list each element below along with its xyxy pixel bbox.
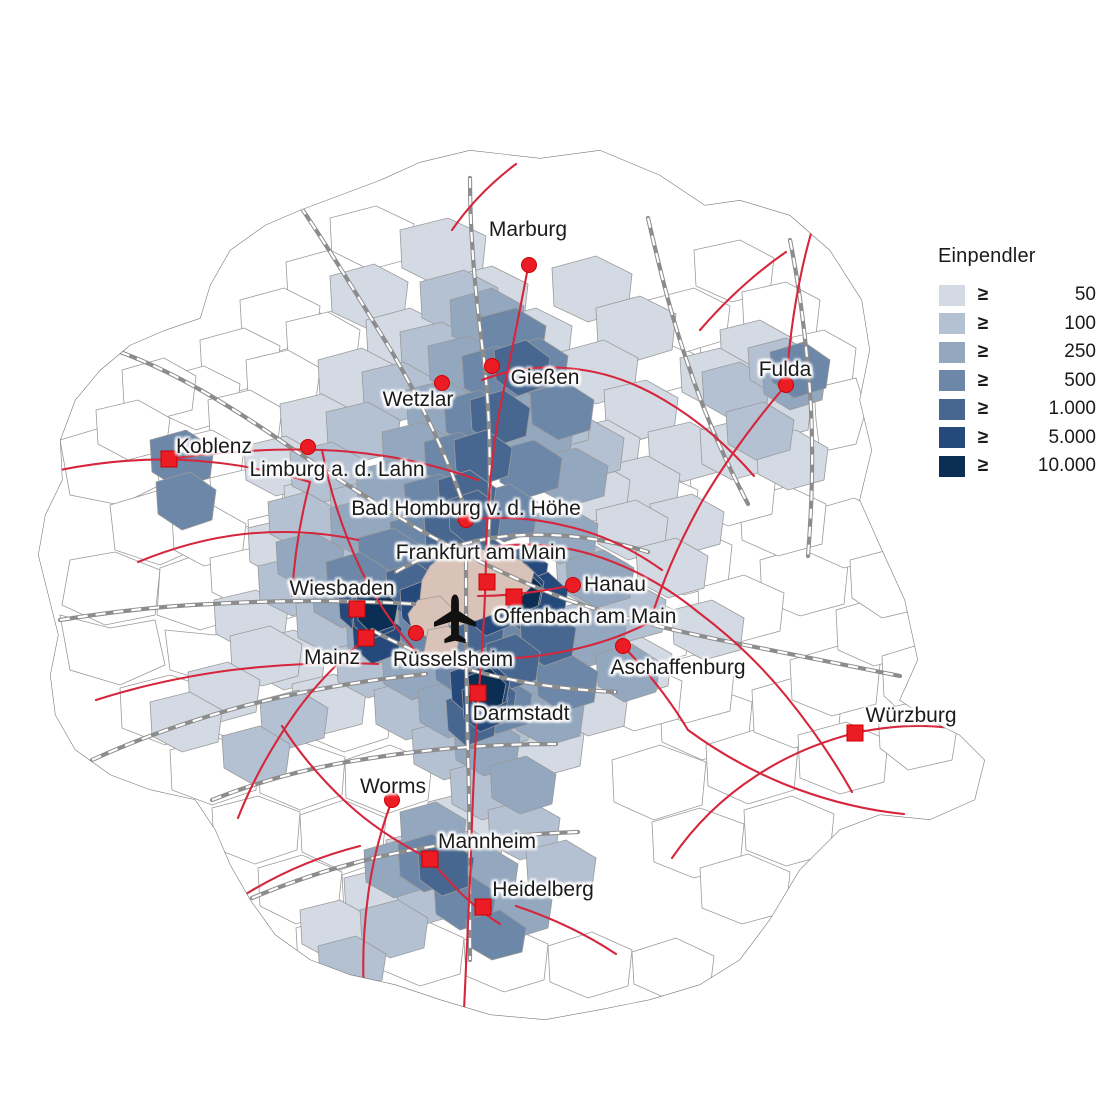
legend-value: 100: [1064, 312, 1096, 334]
legend-value: 50: [1074, 284, 1096, 306]
city-marker[interactable]: [300, 439, 316, 455]
city-marker[interactable]: [408, 625, 424, 641]
legend-value: 10.000: [1037, 455, 1096, 477]
legend-title: Einpendler: [938, 245, 1036, 267]
city-marker[interactable]: [469, 684, 487, 702]
legend-operator: ≥: [977, 398, 989, 420]
legend-swatch-4: [938, 369, 966, 393]
city-marker[interactable]: [565, 577, 581, 593]
legend-swatch-3: [938, 340, 966, 364]
city-marker[interactable]: [615, 638, 631, 654]
legend-row: ≥ 5.000: [938, 424, 1098, 453]
legend-row: ≥ 250: [938, 338, 1098, 367]
legend-operator: ≥: [977, 341, 989, 363]
legend-operator: ≥: [977, 312, 989, 334]
city-marker[interactable]: [846, 724, 864, 742]
legend-row: ≥ 10.000: [938, 452, 1098, 481]
legend-operator: ≥: [977, 455, 989, 477]
legend-swatch-6: [938, 426, 966, 450]
legend-swatch-7: [938, 454, 966, 478]
city-marker[interactable]: [778, 377, 794, 393]
legend-row: ≥ 50: [938, 281, 1098, 310]
legend-operator: ≥: [977, 426, 989, 448]
legend-value: 5.000: [1048, 426, 1096, 448]
legend-row: ≥ 500: [938, 367, 1098, 396]
legend-swatch-5: [938, 397, 966, 421]
city-marker[interactable]: [160, 450, 178, 468]
legend-swatch-2: [938, 312, 966, 336]
city-marker[interactable]: [478, 573, 496, 591]
city-marker[interactable]: [484, 358, 500, 374]
city-marker[interactable]: [384, 792, 400, 808]
legend-row: ≥ 1.000: [938, 395, 1098, 424]
city-marker[interactable]: [434, 375, 450, 391]
legend-operator: ≥: [977, 369, 989, 391]
legend-value: 1.000: [1048, 398, 1096, 420]
city-marker[interactable]: [458, 512, 474, 528]
airplane-icon: [432, 594, 478, 651]
legend: Einpendler ≥ 50 ≥ 100 ≥ 250 ≥ 500 ≥ 1.00…: [938, 245, 1098, 481]
city-marker[interactable]: [421, 850, 439, 868]
legend-row: ≥ 100: [938, 310, 1098, 339]
city-marker[interactable]: [357, 629, 375, 647]
city-marker[interactable]: [521, 257, 537, 273]
legend-operator: ≥: [977, 284, 989, 306]
city-marker[interactable]: [505, 588, 523, 606]
city-marker[interactable]: [348, 600, 366, 618]
legend-value: 250: [1064, 341, 1096, 363]
legend-swatch-1: [938, 283, 966, 307]
legend-value: 500: [1064, 369, 1096, 391]
city-marker[interactable]: [474, 898, 492, 916]
